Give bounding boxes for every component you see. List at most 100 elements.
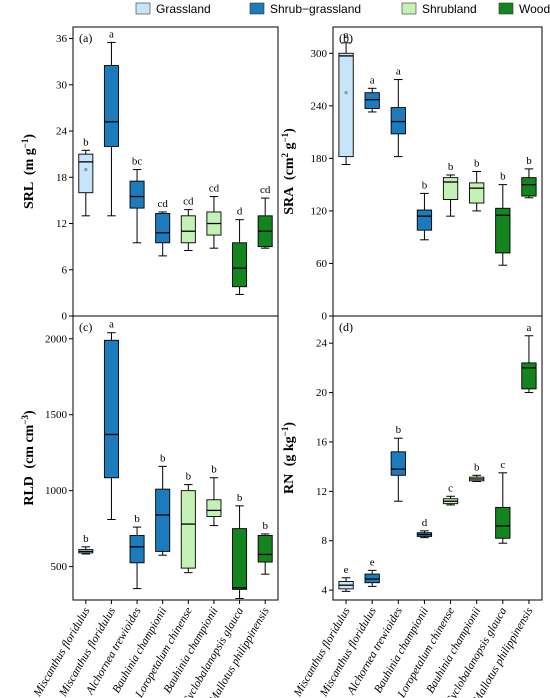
- y-axis-label-sup: −1: [20, 138, 30, 148]
- significance-letter: cd: [183, 196, 194, 208]
- box-iqr: [390, 451, 406, 476]
- box-2: a: [103, 319, 119, 521]
- significance-letter: a: [109, 319, 114, 331]
- box-iqr: [155, 488, 171, 552]
- legend-swatch: [401, 2, 417, 15]
- y-tick-label: 4: [322, 585, 328, 597]
- box-4: cd: [155, 198, 171, 257]
- box-iqr: [103, 339, 119, 479]
- significance-letter: e: [344, 564, 349, 576]
- box-iqr: [129, 535, 145, 564]
- y-tick-label: 0: [62, 311, 68, 323]
- box-5: c: [442, 482, 459, 506]
- y-axis-label-sup: 2: [280, 153, 290, 158]
- y-tick-label: 1000: [45, 485, 68, 497]
- box-2: a: [103, 28, 119, 217]
- panel-label: (b): [339, 31, 353, 45]
- y-tick-label: 24: [56, 126, 68, 138]
- significance-letter: b: [396, 424, 402, 436]
- y-tick-label: 60: [316, 258, 328, 270]
- y-tick-label: 300: [311, 48, 328, 60]
- box-mean-marker: [344, 91, 348, 95]
- legend-swatch: [135, 2, 151, 15]
- y-axis-label-unit: (cm: [282, 157, 297, 183]
- significance-letter: b: [83, 136, 89, 148]
- box-8: b: [257, 520, 273, 575]
- box-6: b: [206, 464, 222, 527]
- box-7: b: [495, 171, 511, 266]
- significance-letter: c: [448, 482, 453, 494]
- box-iqr: [103, 65, 119, 147]
- box-iqr: [521, 177, 537, 197]
- y-axis-label-unit2: g: [282, 143, 297, 154]
- significance-letter: a: [370, 74, 375, 86]
- y-axis-label: RN (g kg−1): [280, 422, 297, 494]
- y-axis-label-main: RN: [282, 474, 297, 494]
- significance-letter: a: [344, 29, 349, 41]
- legend-label: Woodland: [519, 2, 550, 16]
- significance-letter: b: [422, 179, 428, 191]
- y-axis-label-close: ): [282, 422, 297, 427]
- significance-letter: a: [526, 322, 531, 334]
- significance-letter: b: [526, 155, 532, 167]
- y-tick-label: 12: [316, 486, 327, 498]
- box-7: c: [495, 459, 511, 544]
- box-iqr: [155, 213, 171, 244]
- box-8: a: [521, 322, 537, 394]
- significance-letter: b: [474, 158, 480, 170]
- box-1: a: [338, 29, 354, 165]
- box-iqr: [521, 362, 537, 390]
- y-tick-label: 2000: [45, 333, 68, 345]
- significance-letter: b: [83, 533, 89, 545]
- box-6: b: [469, 158, 485, 212]
- panel-label: (a): [79, 31, 92, 45]
- box-8: cd: [257, 184, 273, 249]
- y-tick-label: 180: [311, 153, 328, 165]
- significance-letter: d: [237, 206, 243, 218]
- box-4: b: [155, 452, 171, 556]
- chart-panel-1: (a) 0 6 12 18 24 30 36 SRL (m g−1) b a bc cd cd cd d cd: [20, 26, 279, 323]
- box-4: d: [416, 517, 433, 539]
- significance-letter: b: [160, 452, 166, 464]
- y-tick-label: 16: [316, 436, 328, 448]
- y-tick-label: 0: [322, 311, 328, 323]
- y-axis-label: RLD (cm cm−3): [20, 410, 37, 506]
- significance-letter: b: [474, 461, 480, 473]
- box-iqr: [78, 153, 94, 194]
- legend-label: Grassland: [156, 2, 211, 16]
- box-1: b: [78, 136, 94, 217]
- y-axis-label-close: ): [282, 128, 297, 133]
- legend-label: Shrubland: [422, 2, 477, 16]
- significance-letter: b: [211, 464, 217, 476]
- y-tick-label: 30: [56, 79, 68, 91]
- y-tick-label: 1500: [45, 409, 68, 421]
- box-iqr: [232, 528, 248, 590]
- y-tick-label: 8: [322, 535, 328, 547]
- y-axis-label-main: SRA: [282, 186, 297, 215]
- box-2: a: [364, 74, 380, 113]
- significance-letter: cd: [209, 183, 220, 195]
- panel-label: (c): [79, 320, 92, 334]
- y-axis-label-sup: −1: [280, 426, 290, 436]
- significance-letter: c: [500, 459, 505, 471]
- plot-frame: [332, 26, 543, 317]
- y-tick-label: 20: [316, 387, 328, 399]
- y-axis-label-unit: (g kg: [282, 436, 297, 469]
- plot-frame: [332, 315, 543, 601]
- box-iqr: [495, 207, 511, 254]
- y-axis-label: SRL (m g−1): [20, 134, 37, 209]
- box-iqr: [180, 215, 196, 244]
- box-mean-marker: [84, 168, 88, 172]
- panel-label: (d): [339, 320, 353, 334]
- significance-letter: b: [262, 520, 268, 532]
- significance-letter: cd: [157, 198, 168, 210]
- y-axis-label-unit: (m g: [22, 148, 37, 178]
- box-3: bc: [129, 156, 145, 244]
- y-tick-label: 36: [56, 33, 68, 45]
- significance-letter: cd: [260, 184, 271, 196]
- significance-letter: b: [186, 471, 192, 483]
